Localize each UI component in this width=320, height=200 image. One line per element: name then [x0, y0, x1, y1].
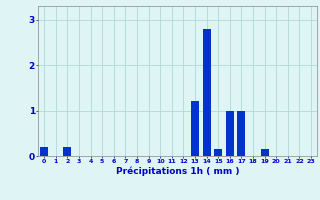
- Bar: [237, 111, 245, 156]
- Bar: [63, 147, 71, 156]
- Bar: [40, 147, 48, 156]
- Bar: [214, 149, 222, 156]
- Bar: [203, 29, 211, 156]
- X-axis label: Précipitations 1h ( mm ): Précipitations 1h ( mm ): [116, 167, 239, 176]
- Bar: [191, 101, 199, 156]
- Bar: [226, 111, 234, 156]
- Bar: [260, 149, 269, 156]
